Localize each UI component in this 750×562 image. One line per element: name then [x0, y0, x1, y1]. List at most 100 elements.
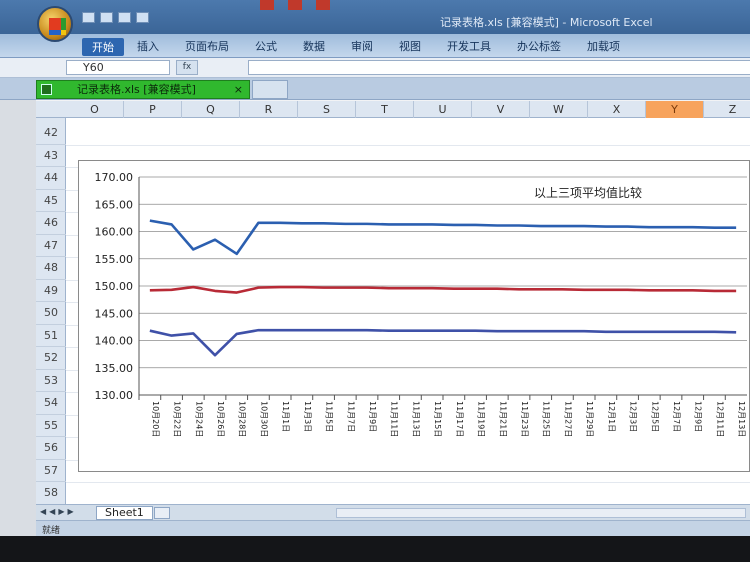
column-header-y[interactable]: Y: [646, 101, 704, 118]
row-gridline: [66, 482, 750, 483]
excel-file-icon: [41, 84, 52, 95]
y-tick-label: 160.00: [95, 226, 134, 239]
app-icon[interactable]: [316, 0, 330, 10]
row-header-44[interactable]: 44: [36, 167, 66, 190]
y-tick-label: 130.00: [95, 389, 134, 402]
document-tab[interactable]: 记录表格.xls [兼容模式] ×: [36, 80, 250, 99]
x-tick-label: 11月19日: [477, 401, 486, 437]
horizontal-scrollbar[interactable]: [336, 508, 746, 518]
x-tick-label: 11月1日: [281, 401, 290, 432]
monitor-bezel-bottom: [0, 536, 750, 562]
sheet-tab-sheet1[interactable]: Sheet1: [96, 506, 153, 520]
row-header-45[interactable]: 45: [36, 190, 66, 212]
column-header-z[interactable]: Z: [704, 101, 750, 118]
column-header-v[interactable]: V: [472, 101, 530, 118]
y-tick-label: 170.00: [95, 171, 134, 184]
x-tick-label: 11月25日: [542, 401, 551, 437]
tab-view[interactable]: 视图: [399, 40, 421, 53]
row-header-47[interactable]: 47: [36, 235, 66, 257]
ribbon-tabs: 开始 插入 页面布局 公式 数据 审阅 视图 开发工具 办公标签 加载项: [82, 38, 633, 56]
tab-page-layout[interactable]: 页面布局: [185, 40, 229, 53]
status-text: 就绪: [42, 526, 61, 536]
x-tick-label: 11月27日: [563, 401, 572, 437]
row-header-43[interactable]: 43: [36, 145, 66, 167]
row-header-54[interactable]: 54: [36, 392, 66, 415]
tab-developer[interactable]: 开发工具: [447, 40, 491, 53]
line-chart[interactable]: 170.00 165.00 160.00 155.00 150.00 145.00 140.…: [78, 160, 750, 472]
column-header-w[interactable]: W: [530, 101, 588, 118]
x-tick-label: 11月5日: [325, 401, 334, 432]
insert-sheet-button[interactable]: [154, 507, 170, 519]
first-sheet-icon[interactable]: ◀: [40, 507, 47, 516]
tab-home[interactable]: 开始: [82, 38, 124, 56]
undo-icon[interactable]: [100, 12, 113, 23]
series-line-1: [149, 219, 737, 256]
x-tick-label: 12月3日: [629, 401, 638, 432]
close-tab-button[interactable]: ×: [233, 83, 243, 96]
series-line-2: [149, 285, 737, 294]
y-tick-label: 135.00: [95, 362, 134, 375]
sheet-navigation: ◀ ◀ ▶ ▶: [40, 507, 74, 516]
row-header-55[interactable]: 55: [36, 415, 66, 437]
title-bar: 记录表格.xls [兼容模式] - Microsoft Excel: [0, 0, 750, 34]
row-header-42[interactable]: 42: [36, 122, 66, 145]
x-tick-label: 12月1日: [607, 401, 616, 432]
office-button[interactable]: [37, 6, 73, 42]
app-icon[interactable]: [288, 0, 302, 10]
column-header-p[interactable]: P: [124, 101, 182, 118]
x-tick-label: 12月13日: [737, 401, 746, 437]
row-header-53[interactable]: 53: [36, 370, 66, 392]
prev-sheet-icon[interactable]: ◀: [49, 507, 56, 516]
column-header-q[interactable]: Q: [182, 101, 240, 118]
column-header-r[interactable]: R: [240, 101, 298, 118]
last-sheet-icon[interactable]: ▶: [67, 507, 74, 516]
row-header-50[interactable]: 50: [36, 302, 66, 325]
row-header-49[interactable]: 49: [36, 280, 66, 302]
tab-insert[interactable]: 插入: [137, 40, 159, 53]
x-tick-label: 10月20日: [151, 401, 160, 437]
redo-icon[interactable]: [118, 12, 131, 23]
status-bar: 就绪: [36, 520, 750, 536]
column-header-u[interactable]: U: [414, 101, 472, 118]
tab-office-tabs[interactable]: 办公标签: [517, 40, 561, 53]
x-tick-label: 11月11日: [390, 401, 399, 437]
row-header-46[interactable]: 46: [36, 212, 66, 235]
column-header-t[interactable]: T: [356, 101, 414, 118]
y-tick-label: 155.00: [95, 253, 134, 266]
row-header-56[interactable]: 56: [36, 437, 66, 460]
app-icon[interactable]: [260, 0, 274, 10]
column-header-s[interactable]: S: [298, 101, 356, 118]
row-header-57[interactable]: 57: [36, 460, 66, 482]
window-title: 记录表格.xls [兼容模式] - Microsoft Excel: [440, 16, 653, 29]
x-tick-label: 11月3日: [303, 401, 312, 432]
tab-data[interactable]: 数据: [303, 40, 325, 53]
tab-formulas[interactable]: 公式: [255, 40, 277, 53]
tab-review[interactable]: 审阅: [351, 40, 373, 53]
x-tick-label: 10月26日: [216, 401, 225, 437]
insert-function-button[interactable]: fx: [176, 60, 198, 75]
row-header-52[interactable]: 52: [36, 347, 66, 370]
next-sheet-icon[interactable]: ▶: [58, 507, 65, 516]
column-header-o[interactable]: O: [66, 101, 124, 118]
x-tick-label: 10月30日: [259, 401, 268, 437]
y-tick-label: 140.00: [95, 335, 134, 348]
formula-input[interactable]: [248, 60, 750, 75]
office-logo-icon: [49, 18, 61, 30]
row-header-48[interactable]: 48: [36, 257, 66, 280]
row-header-58[interactable]: 58: [36, 482, 66, 505]
new-tab-area[interactable]: [252, 80, 288, 99]
tab-add-ins[interactable]: 加载项: [587, 40, 620, 53]
column-header-x[interactable]: X: [588, 101, 646, 118]
x-tick-label: 12月11日: [715, 401, 724, 437]
name-box[interactable]: Y60: [66, 60, 170, 75]
row-header-51[interactable]: 51: [36, 325, 66, 347]
chart-canvas: 170.00 165.00 160.00 155.00 150.00 145.00 140.…: [95, 171, 747, 437]
taskbar-icons: [260, 0, 330, 10]
row-headers: 42 43 44 45 46 47 48 49 50 51 52 53 54 55 56 57 58: [36, 118, 66, 505]
save-icon[interactable]: [82, 12, 95, 23]
customize-toolbar-icon[interactable]: [136, 12, 149, 23]
document-tab-bar: 记录表格.xls [兼容模式] ×: [0, 78, 750, 100]
y-tick-label: 165.00: [95, 198, 134, 211]
